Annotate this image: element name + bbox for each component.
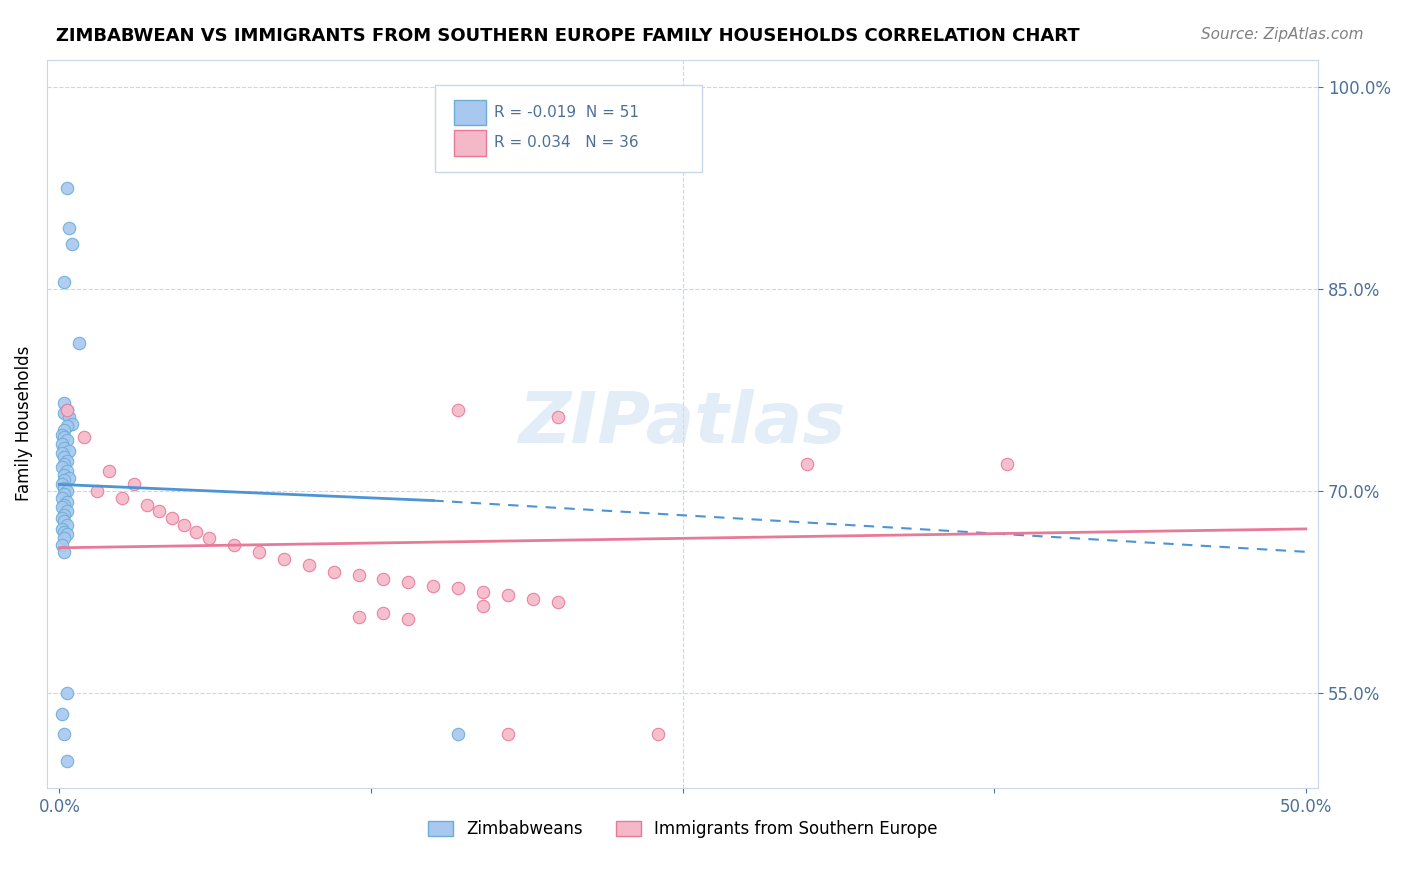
Point (51, 477, 73, 491)
Point (496, 727, 519, 741)
Point (60, 417, 83, 431)
Point (53, 457, 76, 471)
Text: ZIMBABWEAN VS IMMIGRANTS FROM SOUTHERN EUROPE FAMILY HOUSEHOLDS CORRELATION CHAR: ZIMBABWEAN VS IMMIGRANTS FROM SOUTHERN E… (56, 27, 1080, 45)
Point (796, 457, 818, 471)
Point (173, 517, 195, 532)
Point (347, 567, 370, 582)
FancyBboxPatch shape (454, 100, 485, 125)
Point (53, 514, 76, 528)
Point (58, 221, 80, 235)
Point (347, 609, 370, 624)
Point (647, 727, 669, 741)
Point (56, 180, 79, 194)
Point (53, 482, 76, 496)
Point (247, 545, 270, 559)
Point (51, 459, 73, 474)
Point (51, 427, 73, 442)
Point (56, 495, 79, 509)
Point (51, 500, 73, 515)
Point (53, 430, 76, 444)
Point (53, 406, 76, 420)
Point (60, 237, 83, 252)
Point (547, 595, 569, 609)
Point (53, 545, 76, 559)
Point (53, 487, 76, 501)
Point (53, 396, 76, 410)
Legend: Zimbabweans, Immigrants from Southern Europe: Zimbabweans, Immigrants from Southern Eu… (420, 814, 945, 845)
Point (56, 464, 79, 478)
Point (53, 474, 76, 488)
Point (56, 433, 79, 447)
Point (98, 464, 121, 478)
Point (53, 524, 76, 539)
Point (51, 491, 73, 505)
Point (396, 612, 419, 626)
Point (56, 527, 79, 541)
Point (273, 551, 295, 566)
Point (51, 446, 73, 460)
Point (198, 532, 221, 546)
Point (56, 419, 79, 434)
Point (995, 457, 1018, 471)
Point (53, 450, 76, 465)
Point (53, 424, 76, 438)
Point (472, 599, 495, 613)
Point (56, 403, 79, 417)
Point (56, 403, 79, 417)
Point (51, 706, 73, 721)
Point (135, 498, 157, 512)
Point (86, 484, 108, 499)
Point (56, 504, 79, 518)
Point (447, 403, 470, 417)
Point (58, 409, 80, 424)
Point (53, 441, 76, 455)
Point (148, 504, 170, 518)
Point (53, 275, 76, 289)
Text: R = -0.019  N = 51: R = -0.019 N = 51 (495, 104, 640, 120)
Point (73, 430, 96, 444)
Point (547, 409, 569, 424)
Point (58, 470, 80, 484)
Point (51, 522, 73, 536)
Point (56, 454, 79, 468)
FancyBboxPatch shape (434, 85, 702, 172)
Point (51, 511, 73, 525)
Point (522, 592, 544, 607)
Point (373, 572, 395, 586)
Point (53, 498, 76, 512)
Point (111, 491, 134, 505)
Point (53, 508, 76, 523)
Point (447, 727, 470, 741)
Point (56, 517, 79, 532)
Point (122, 477, 145, 491)
Point (447, 581, 470, 595)
Point (56, 754, 79, 768)
Point (322, 565, 344, 579)
Text: R = 0.034   N = 36: R = 0.034 N = 36 (495, 135, 640, 150)
Point (396, 574, 419, 589)
Point (53, 467, 76, 482)
Point (186, 524, 208, 539)
Point (51, 437, 73, 451)
Point (53, 727, 76, 741)
FancyBboxPatch shape (454, 130, 485, 156)
Point (58, 443, 80, 458)
Point (53, 532, 76, 546)
Point (56, 686, 79, 700)
Point (51, 538, 73, 552)
Point (422, 578, 444, 592)
Point (496, 588, 519, 602)
Point (67, 335, 90, 350)
Text: Source: ZipAtlas.com: Source: ZipAtlas.com (1201, 27, 1364, 42)
Text: ZIPatlas: ZIPatlas (519, 389, 846, 458)
Point (373, 606, 395, 620)
Point (472, 585, 495, 599)
Y-axis label: Family Households: Family Households (15, 346, 32, 501)
Point (222, 538, 245, 552)
Point (160, 511, 183, 525)
Point (298, 558, 321, 573)
Point (56, 484, 79, 499)
